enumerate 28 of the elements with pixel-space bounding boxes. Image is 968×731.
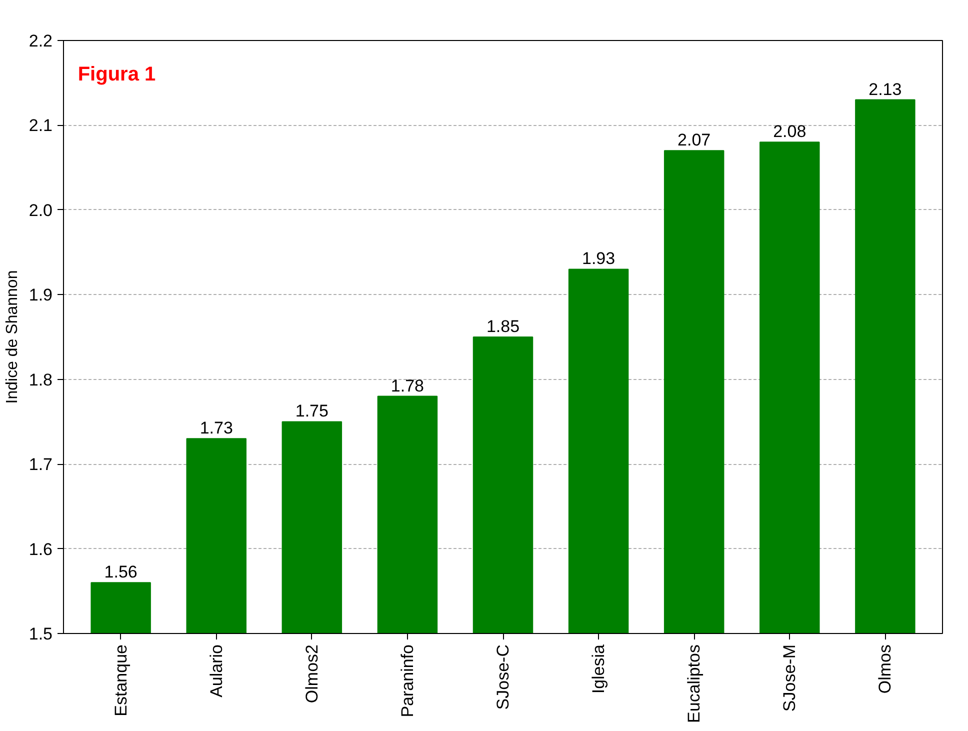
x-tick-label: Aulario xyxy=(206,644,226,698)
x-tick-label: Estanque xyxy=(111,644,130,716)
y-tick-label: 1.7 xyxy=(28,455,53,474)
x-tick-label: Iglesia xyxy=(589,644,608,694)
x-tick-label: SJose-C xyxy=(494,644,512,710)
data-label: 1.78 xyxy=(390,376,424,396)
y-tick-label: 1.9 xyxy=(28,286,53,305)
x-tick-label: Paraninfo xyxy=(398,644,417,718)
y-tick-label: 2.2 xyxy=(28,32,53,50)
y-tick-label: 2.0 xyxy=(28,200,53,220)
x-tick-label: Eucaliptos xyxy=(684,644,704,723)
x-tick-label: Olmos xyxy=(876,644,895,694)
data-label: 1.75 xyxy=(295,402,328,421)
data-label: 1.56 xyxy=(104,562,138,582)
data-label: 2.07 xyxy=(678,130,711,150)
y-tick-label: 2.1 xyxy=(28,116,53,136)
data-label: 1.93 xyxy=(582,249,616,268)
data-label: 2.08 xyxy=(773,122,806,142)
data-label: 2.13 xyxy=(868,80,902,99)
y-tick-label: 1.8 xyxy=(28,370,53,390)
x-tick-label: Olmos2 xyxy=(302,644,322,704)
data-label: 1.73 xyxy=(200,418,233,438)
y-tick-label: 1.6 xyxy=(28,540,53,559)
x-tick-label: SJose-M xyxy=(780,644,800,712)
text: Figura 1 xyxy=(78,64,156,86)
y-axis-title: Indice de Shannon xyxy=(4,270,21,404)
data-label: 1.85 xyxy=(486,317,520,336)
y-tick-label: 1.5 xyxy=(28,624,53,644)
